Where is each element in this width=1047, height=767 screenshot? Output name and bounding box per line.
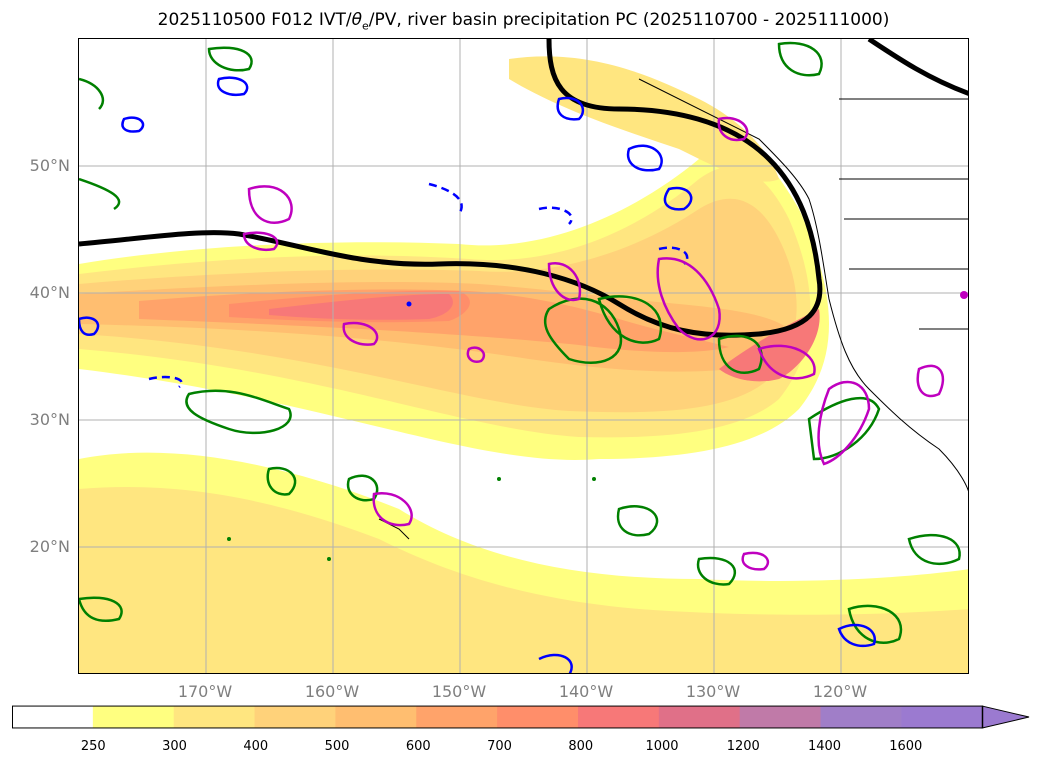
colorbar-cell (12, 706, 94, 728)
lat-label-40n: 40°N (29, 283, 70, 302)
lon-label-130w: 130°W (685, 682, 741, 701)
ivt-subtropical-core (79, 487, 968, 673)
map-panel (78, 38, 969, 674)
map-canvas (79, 39, 968, 673)
colorbar-cell (739, 706, 822, 728)
colorbar-cell (820, 706, 902, 728)
pv-negative-contours (79, 76, 876, 673)
colorbar-cell (335, 706, 417, 728)
colorbar-cell (173, 706, 256, 728)
colorbar-cell (658, 706, 741, 728)
colorbar-tick-label: 800 (568, 739, 594, 754)
colorbar-tick-label: 1400 (807, 739, 842, 754)
lon-label-120w: 120°W (812, 682, 868, 701)
coastline (378, 78, 968, 540)
ivt-northern-branch (509, 56, 779, 182)
colorbar (12, 705, 1030, 729)
contour-dots (227, 291, 968, 561)
title-theta: θ (351, 10, 362, 30)
title-prefix: 2025110500 F012 IVT/ (157, 10, 352, 30)
lon-label-150w: 150°W (431, 682, 487, 701)
map-title: 2025110500 F012 IVT/θe/PV, river basin p… (0, 10, 1047, 32)
colorbar-tick-label: 1600 (889, 739, 923, 754)
colorbar-extend-arrow (981, 705, 1030, 729)
colorbar-cells (12, 706, 983, 728)
colorbar-tick-label: 300 (162, 739, 187, 754)
colorbar-tick-label: 1000 (645, 739, 679, 754)
lon-label-170w: 170°W (177, 682, 233, 701)
colorbar-cell (416, 706, 498, 728)
colorbar-cell (254, 706, 336, 728)
graticule (79, 39, 968, 673)
colorbar-tick-label: 600 (405, 739, 431, 754)
ivt-band-800 (269, 294, 453, 320)
theta-e-contours (79, 39, 968, 338)
colorbar-cell (497, 706, 579, 728)
colorbar-tick-label: 250 (80, 739, 106, 754)
colorbar-tick-label: 400 (243, 739, 269, 754)
title-suffix: /PV, river basin precipitation PC (20251… (368, 10, 890, 30)
colorbar-cell (577, 706, 660, 728)
colorbar-cell (901, 706, 983, 728)
lat-label-20n: 20°N (29, 537, 70, 556)
lon-label-140w: 140°W (558, 682, 614, 701)
title-theta-subscript: e (362, 19, 369, 33)
colorbar-tick-label: 500 (324, 739, 350, 754)
lat-label-30n: 30°N (29, 410, 70, 429)
ivt-shading (79, 56, 968, 673)
pv-positive-contours (79, 41, 961, 644)
colorbar-outline (12, 705, 984, 729)
colorbar-cell (92, 706, 175, 728)
colorbar-tick-label: 1200 (726, 739, 760, 754)
precip-contours (242, 116, 945, 571)
colorbar-tick-label: 700 (487, 739, 512, 754)
lat-label-50n: 50°N (29, 156, 70, 175)
lon-label-160w: 160°W (304, 682, 360, 701)
